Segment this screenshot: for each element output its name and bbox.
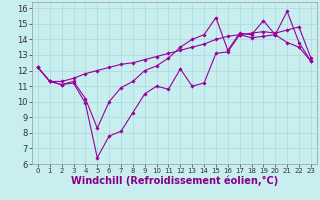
- X-axis label: Windchill (Refroidissement éolien,°C): Windchill (Refroidissement éolien,°C): [71, 176, 278, 186]
